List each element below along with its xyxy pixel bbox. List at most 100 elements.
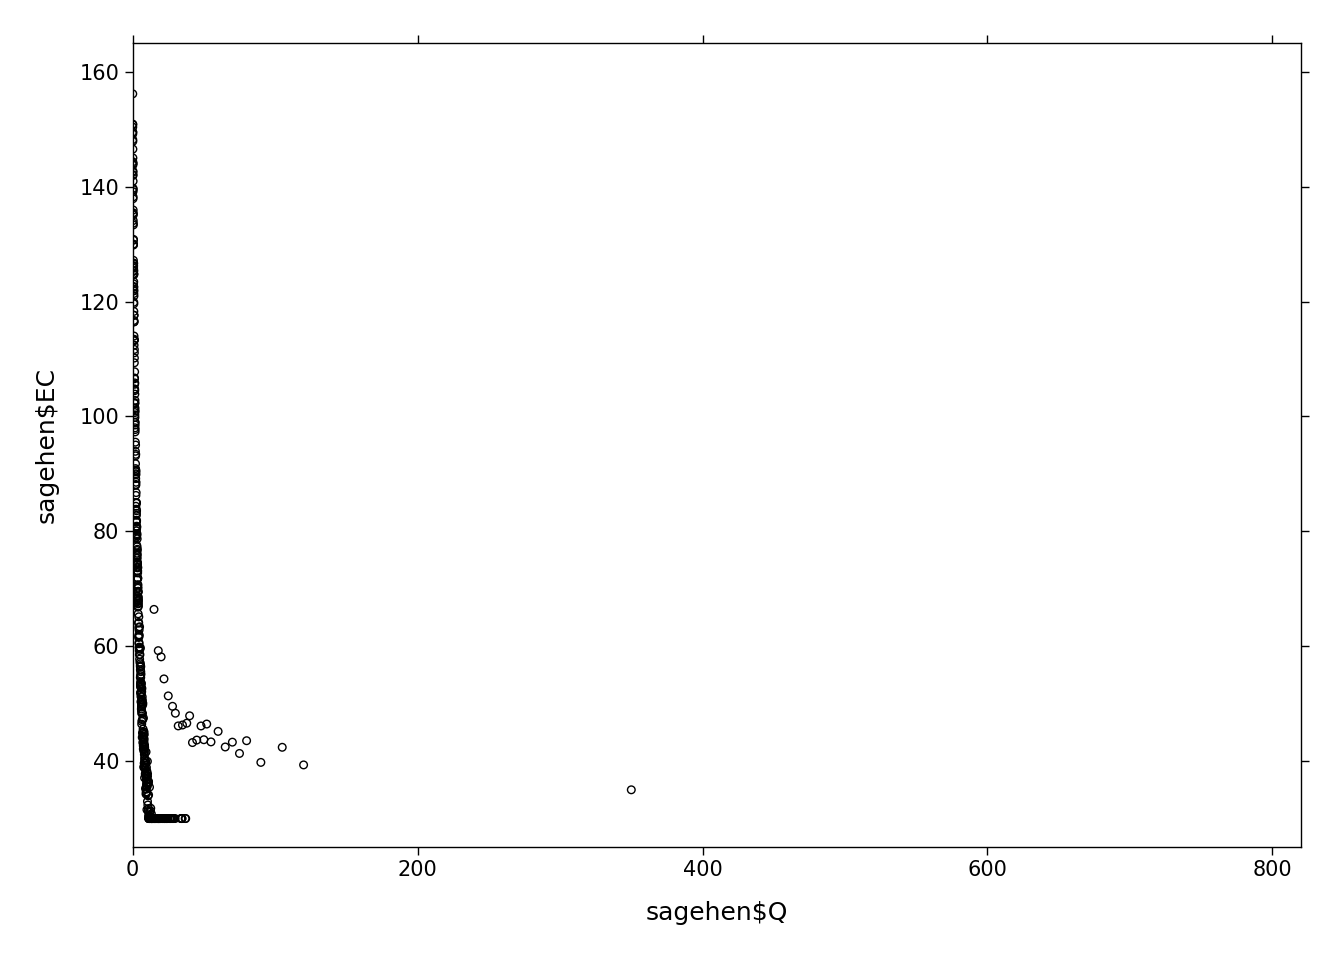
Point: [136, 778, 157, 793]
Point: [126, 557, 148, 572]
Point: [151, 649, 172, 664]
Point: [126, 570, 148, 586]
Point: [129, 658, 151, 673]
Point: [134, 761, 156, 777]
Point: [161, 811, 183, 827]
Point: [124, 410, 145, 425]
Point: [124, 313, 145, 328]
Point: [124, 382, 145, 397]
Point: [144, 811, 165, 827]
Point: [126, 514, 148, 529]
Point: [137, 754, 159, 769]
Point: [163, 811, 184, 827]
Point: [132, 689, 153, 705]
Point: [141, 811, 163, 827]
Point: [133, 738, 155, 754]
Point: [142, 811, 164, 827]
Point: [125, 508, 146, 523]
Point: [124, 342, 145, 357]
Point: [124, 405, 145, 420]
Point: [132, 712, 153, 728]
Point: [149, 811, 171, 827]
Point: [168, 718, 190, 733]
Point: [149, 811, 171, 827]
Point: [141, 811, 163, 827]
Point: [152, 811, 173, 827]
Point: [133, 756, 155, 771]
Point: [129, 647, 151, 662]
Point: [122, 174, 144, 189]
Point: [128, 596, 149, 612]
Point: [133, 730, 155, 745]
Point: [161, 699, 183, 714]
Point: [122, 182, 144, 198]
Point: [133, 724, 155, 739]
Point: [124, 332, 145, 348]
Point: [140, 811, 161, 827]
Point: [129, 640, 151, 656]
Point: [124, 393, 145, 408]
Point: [128, 581, 149, 596]
Point: [133, 747, 155, 762]
Point: [126, 560, 148, 575]
Point: [130, 686, 152, 702]
Point: [171, 811, 192, 827]
Point: [130, 670, 152, 685]
Point: [124, 375, 145, 391]
Point: [129, 640, 151, 656]
Point: [136, 785, 157, 801]
Point: [141, 810, 163, 826]
Point: [134, 756, 156, 771]
Point: [130, 677, 152, 692]
Point: [128, 590, 149, 606]
Point: [124, 288, 145, 303]
Point: [122, 164, 144, 180]
Point: [130, 700, 152, 715]
Point: [126, 541, 148, 557]
Point: [122, 236, 144, 252]
Point: [138, 780, 160, 795]
Point: [126, 577, 148, 592]
Point: [133, 741, 155, 756]
Point: [124, 267, 145, 282]
Point: [125, 468, 146, 483]
Point: [130, 684, 152, 700]
Point: [148, 643, 169, 659]
Point: [132, 734, 153, 750]
Point: [134, 770, 156, 785]
Point: [128, 584, 149, 599]
Point: [122, 258, 144, 274]
Point: [130, 684, 152, 700]
Point: [122, 232, 144, 248]
Point: [128, 590, 149, 606]
Point: [122, 264, 144, 279]
Point: [125, 477, 146, 492]
Point: [122, 252, 144, 268]
Point: [124, 396, 145, 411]
Point: [122, 278, 144, 294]
Point: [126, 545, 148, 561]
Point: [129, 656, 151, 671]
Point: [138, 811, 160, 827]
Point: [164, 706, 185, 721]
Point: [138, 811, 160, 827]
Point: [122, 266, 144, 281]
Point: [126, 588, 148, 604]
Point: [133, 731, 155, 746]
Point: [122, 256, 144, 272]
Point: [124, 350, 145, 366]
Point: [137, 798, 159, 813]
Point: [132, 711, 153, 727]
Point: [148, 811, 169, 827]
Point: [157, 688, 179, 704]
Point: [132, 706, 153, 721]
Point: [134, 757, 156, 773]
Point: [126, 503, 148, 518]
Point: [122, 133, 144, 149]
Point: [141, 811, 163, 827]
Point: [140, 804, 161, 819]
Point: [124, 331, 145, 347]
Point: [133, 736, 155, 752]
Point: [125, 485, 146, 500]
Point: [128, 592, 149, 608]
